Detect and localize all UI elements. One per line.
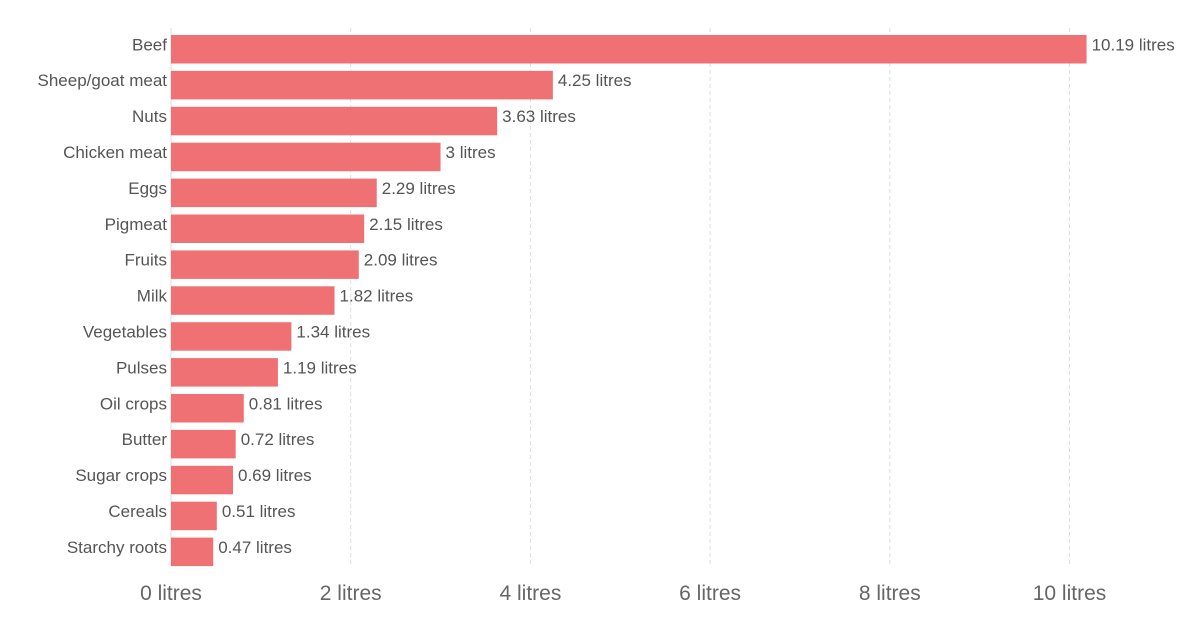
x-tick-label: 2 litres — [320, 582, 382, 605]
value-label: 0.51 litres — [222, 502, 296, 521]
bar — [171, 35, 1087, 64]
bar — [171, 142, 441, 172]
category-label: Nuts — [132, 107, 167, 126]
x-tick-label: 0 litres — [140, 582, 202, 605]
x-tick-label: 8 litres — [859, 582, 921, 605]
category-label: Fruits — [125, 251, 168, 270]
value-label: 2.29 litres — [382, 179, 456, 198]
category-label: Pulses — [116, 358, 167, 377]
category-label: Beef — [132, 35, 167, 54]
value-label: 10.19 litres — [1092, 35, 1175, 54]
value-label: 3.63 litres — [502, 107, 576, 126]
x-tick-label: 4 litres — [499, 582, 561, 605]
bar — [171, 70, 553, 100]
value-label: 0.72 litres — [241, 430, 315, 449]
category-label: Sheep/goat meat — [38, 71, 168, 90]
value-label: 3 litres — [446, 143, 496, 162]
category-label: Eggs — [128, 179, 167, 198]
bar — [171, 286, 335, 315]
category-label: Starchy roots — [67, 538, 167, 557]
category-label: Butter — [122, 430, 168, 449]
category-label: Pigmeat — [105, 215, 168, 234]
category-label: Cereals — [108, 502, 167, 521]
bar — [171, 394, 244, 423]
value-label: 0.47 litres — [218, 538, 292, 557]
category-label: Sugar crops — [75, 466, 167, 485]
bar — [171, 429, 236, 459]
value-label: 0.81 litres — [249, 394, 323, 413]
value-label: 2.15 litres — [369, 215, 443, 234]
bar — [171, 322, 292, 351]
bar — [171, 250, 359, 279]
bar — [171, 178, 377, 208]
category-labels: Beef Sheep/goat meat Nuts Chicken meat Eggs P… — [38, 35, 168, 557]
bar — [171, 465, 233, 495]
value-labels: 10.19 litres 4.25 litres 3.63 litres 3 litr… — [218, 35, 1175, 557]
category-label: Chicken meat — [63, 143, 167, 162]
bars — [171, 35, 1087, 567]
category-label: Milk — [137, 287, 168, 306]
category-label: Oil crops — [100, 394, 167, 413]
bar — [171, 106, 498, 136]
x-tick-label: 10 litres — [1033, 582, 1107, 605]
category-label: Vegetables — [83, 322, 167, 341]
x-tick-label: 6 litres — [679, 582, 741, 605]
value-label: 0.69 litres — [238, 466, 312, 485]
value-label: 2.09 litres — [364, 251, 438, 270]
bar — [171, 537, 214, 567]
bar — [171, 358, 278, 387]
bar — [171, 214, 365, 243]
value-label: 4.25 litres — [558, 71, 632, 90]
value-label: 1.34 litres — [296, 322, 370, 341]
value-label: 1.19 litres — [283, 358, 357, 377]
x-axis-tick-labels: 0 litres 2 litres 4 litres 6 litres 8 litres… — [140, 582, 1106, 605]
value-label: 1.82 litres — [340, 287, 414, 306]
bar — [171, 501, 217, 531]
